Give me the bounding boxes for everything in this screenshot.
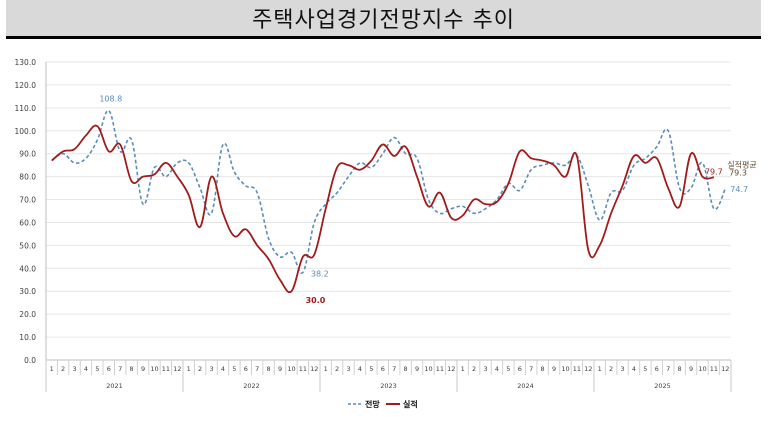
x-tick-label: 7 <box>118 365 122 373</box>
x-tick-label: 12 <box>310 365 318 373</box>
y-tick-label: 60.0 <box>19 218 36 227</box>
x-tick-label: 5 <box>232 365 236 373</box>
x-tick-label: 5 <box>643 365 647 373</box>
x-tick-label: 6 <box>518 365 522 373</box>
x-tick-label: 1 <box>50 365 54 373</box>
y-tick-label: 120.0 <box>15 81 37 90</box>
x-tick-label: 9 <box>415 365 419 373</box>
x-tick-label: 3 <box>620 365 624 373</box>
x-tick-label: 10 <box>561 365 569 373</box>
x-tick-label: 12 <box>173 365 181 373</box>
x-tick-label: 2 <box>335 365 339 373</box>
y-tick-label: 130.0 <box>15 58 37 67</box>
x-tick-label: 2 <box>61 365 65 373</box>
x-tick-label: 7 <box>392 365 396 373</box>
x-tick-label: 7 <box>255 365 259 373</box>
y-tick-label: 90.0 <box>19 150 36 159</box>
x-tick-label: 10 <box>424 365 432 373</box>
x-tick-label: 8 <box>130 365 134 373</box>
x-tick-label: 12 <box>447 365 455 373</box>
x-tick-label: 4 <box>221 365 225 373</box>
x-tick-label: 11 <box>436 365 444 373</box>
x-tick-label: 7 <box>666 365 670 373</box>
x-tick-label: 12 <box>721 365 729 373</box>
y-tick-label: 40.0 <box>19 264 36 273</box>
y-tick-label: 80.0 <box>19 173 36 182</box>
actual-average-value: 79.3 <box>729 169 747 178</box>
forecast-min-label: 38.2 <box>311 269 329 278</box>
y-axis: 0.0 10.0 20.0 30.0 40.0 50.0 60.0 70.0 80.0 90.0 1… <box>15 58 731 365</box>
x-tick-label: 3 <box>346 365 350 373</box>
y-tick-label: 100.0 <box>15 127 37 136</box>
x-tick-label: 1 <box>187 365 191 373</box>
x-tick-label: 4 <box>632 365 636 373</box>
x-tick-label: 10 <box>287 365 295 373</box>
x-tick-label: 9 <box>689 365 693 373</box>
series-actual-line <box>51 124 715 294</box>
x-tick-label: 2 <box>472 365 476 373</box>
y-tick-label: 50.0 <box>19 241 36 250</box>
legend-actual-label: 실적 <box>403 399 418 409</box>
x-tick-label: 9 <box>278 365 282 373</box>
x-tick-label: 8 <box>267 365 271 373</box>
x-tick-label: 5 <box>95 365 99 373</box>
x-tick-label: 11 <box>573 365 581 373</box>
x-tick-label: 9 <box>141 365 145 373</box>
year-label: 2024 <box>517 382 534 390</box>
x-tick-label: 6 <box>244 365 248 373</box>
year-label: 2023 <box>380 382 397 390</box>
x-tick-label: 5 <box>506 365 510 373</box>
x-tick-label: 4 <box>84 365 88 373</box>
x-tick-label: 3 <box>483 365 487 373</box>
x-tick-label: 1 <box>598 365 602 373</box>
x-tick-label: 4 <box>495 365 499 373</box>
legend: 전망 실적 <box>348 399 418 409</box>
year-label: 2021 <box>106 382 123 390</box>
actual-last-label: 79.7 <box>705 167 723 176</box>
x-tick-label: 6 <box>655 365 659 373</box>
x-tick-label: 6 <box>381 365 385 373</box>
x-tick-label: 8 <box>541 365 545 373</box>
y-tick-label: 110.0 <box>15 104 37 113</box>
y-tick-label: 20.0 <box>19 310 36 319</box>
title-bar: 주택사업경기전망지수 추이 <box>6 0 761 39</box>
y-tick-label: 70.0 <box>19 196 36 205</box>
x-tick-label: 2 <box>609 365 613 373</box>
series-forecast-line <box>51 109 727 275</box>
x-tick-label: 1 <box>324 365 328 373</box>
x-tick-label: 8 <box>678 365 682 373</box>
y-tick-label: 0.0 <box>24 356 36 365</box>
x-tick-label: 9 <box>552 365 556 373</box>
legend-forecast-label: 전망 <box>365 399 380 409</box>
forecast-max-label: 108.8 <box>99 95 122 104</box>
year-label: 2025 <box>654 382 671 390</box>
x-tick-label: 11 <box>162 365 170 373</box>
year-label: 2022 <box>243 382 260 390</box>
x-axis: 1 2 3 4 5 6 7 8 9 10 11 12 1 2 3 4 5 6 7 8 9 10 11 12 1 2 3 4 5 6 7 8 9 1… <box>45 360 732 392</box>
x-tick-label: 10 <box>698 365 706 373</box>
forecast-last-label: 74.7 <box>730 185 748 194</box>
x-tick-label: 1 <box>461 365 465 373</box>
y-tick-label: 10.0 <box>19 333 36 342</box>
x-tick-label: 2 <box>198 365 202 373</box>
x-tick-label: 3 <box>209 365 213 373</box>
x-tick-label: 8 <box>404 365 408 373</box>
page-title: 주택사업경기전망지수 추이 <box>252 8 515 33</box>
x-tick-label: 7 <box>529 365 533 373</box>
x-tick-label: 11 <box>710 365 718 373</box>
x-tick-label: 12 <box>584 365 592 373</box>
x-tick-label: 3 <box>72 365 76 373</box>
x-tick-label: 4 <box>358 365 362 373</box>
y-tick-label: 30.0 <box>19 287 36 296</box>
x-tick-label: 6 <box>107 365 111 373</box>
actual-average-label: 실적평균 <box>727 159 756 169</box>
actual-min-label: 30.0 <box>306 296 326 305</box>
x-tick-label: 11 <box>299 365 307 373</box>
x-tick-label: 5 <box>369 365 373 373</box>
x-tick-label: 10 <box>150 365 158 373</box>
